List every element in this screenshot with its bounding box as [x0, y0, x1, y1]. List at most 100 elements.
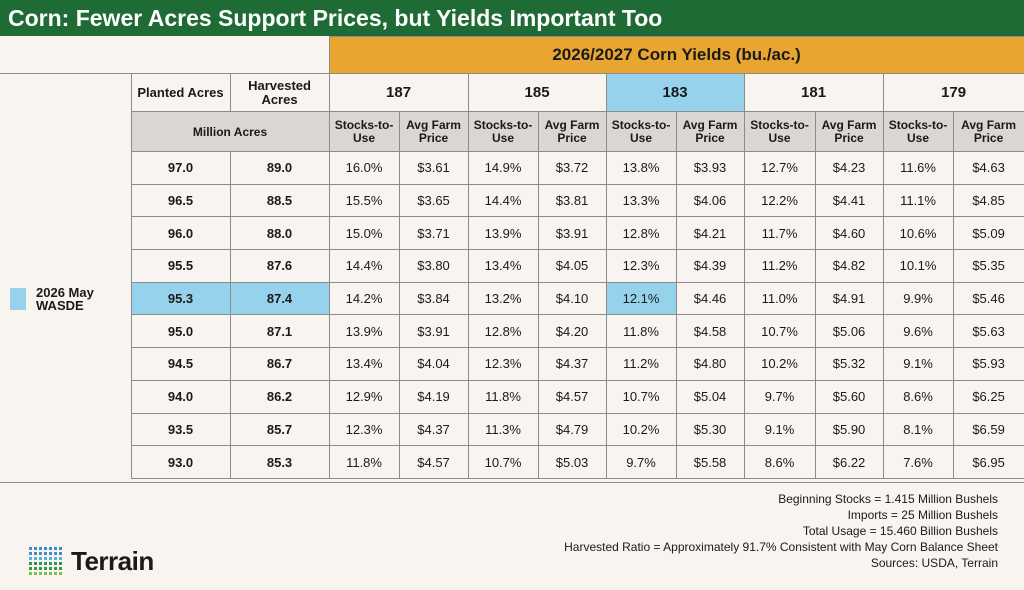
- avg-farm-price-cell: $4.85: [952, 183, 1024, 218]
- avg-farm-price-cell: $3.81: [537, 183, 607, 218]
- row-label: [0, 347, 132, 381]
- logo-dot: [34, 572, 37, 575]
- avg-farm-price-cell: $3.71: [398, 216, 469, 251]
- harvested-acres-cell: 85.3: [229, 445, 330, 479]
- logo-dot: [49, 557, 52, 560]
- avg-farm-price-cell: $4.79: [537, 412, 607, 447]
- harvested-acres-cell: 87.6: [229, 249, 330, 283]
- note-beginning-stocks: Beginning Stocks = 1.415 Million Bushels: [778, 492, 998, 506]
- avg-farm-price-cell: $5.35: [952, 249, 1024, 283]
- logo-dot: [59, 557, 62, 560]
- terrain-logo-icon: [29, 547, 62, 575]
- planted-acres-header: Planted Acres: [130, 73, 231, 112]
- wasde-legend: 2026 May WASDE: [0, 286, 130, 312]
- planted-acres-cell: 94.5: [130, 347, 231, 381]
- logo-dot: [49, 547, 52, 550]
- corner-blank: [0, 36, 330, 74]
- stocks-to-use-cell: 9.1%: [743, 412, 816, 447]
- stocks-to-use-cell: 14.2%: [328, 281, 400, 316]
- logo-dot: [59, 552, 62, 555]
- row-label: [0, 184, 132, 217]
- stocks-to-use-cell: 10.2%: [743, 347, 816, 381]
- logo-dot: [44, 562, 47, 565]
- yield-187: 187: [328, 73, 469, 112]
- logo-text: Terrain: [71, 545, 154, 576]
- avg-farm-price-cell: $5.60: [814, 379, 884, 414]
- avg-farm-price-cell: $5.03: [537, 445, 607, 479]
- stocks-to-use-cell: 8.6%: [882, 379, 954, 414]
- harvested-acres-cell: 88.0: [229, 216, 330, 251]
- logo-dot: [49, 572, 52, 575]
- harvested-acres-cell: 87.1: [229, 314, 330, 349]
- stocks-header: Stocks-to-Use: [605, 111, 677, 152]
- yield-179: 179: [882, 73, 1024, 112]
- table-row: 95.5 87.6 14.4% $3.80 13.4% $4.05 12.3% $4.39 11…: [0, 249, 1024, 283]
- table-row: 2026 May WASDE 95.3 87.4 14.2% $3.84 13.2% $4.…: [0, 281, 1024, 316]
- stocks-to-use-cell: 14.9%: [467, 151, 539, 185]
- wasde-swatch: [10, 287, 26, 310]
- avg-farm-price-cell: $6.95: [952, 445, 1024, 479]
- planted-acres-cell: 93.0: [130, 445, 231, 479]
- table-row: 96.5 88.5 15.5% $3.65 14.4% $3.81 13.3% $4.06 12…: [0, 183, 1024, 218]
- row-label: [0, 445, 132, 479]
- table-row: 93.0 85.3 11.8% $4.57 10.7% $5.03 9.7% $5.58 8.6…: [0, 445, 1024, 479]
- stocks-to-use-cell: 12.8%: [605, 216, 677, 251]
- yield-181: 181: [743, 73, 884, 112]
- stocks-to-use-cell: 12.7%: [743, 151, 816, 185]
- logo-dot: [54, 562, 57, 565]
- stocks-to-use-cell: 15.5%: [328, 183, 400, 218]
- stocks-to-use-cell: 11.7%: [743, 216, 816, 251]
- logo-dot: [44, 567, 47, 570]
- price-header: Avg Farm Price: [398, 111, 469, 152]
- stocks-to-use-cell: 15.0%: [328, 216, 400, 251]
- avg-farm-price-cell: $4.37: [537, 347, 607, 381]
- logo-dot: [29, 572, 32, 575]
- logo-dot: [49, 567, 52, 570]
- corn-yield-table: 2026/2027 Corn Yields (bu./ac.) Planted …: [0, 36, 1024, 479]
- stocks-to-use-cell: 11.6%: [882, 151, 954, 185]
- harvested-acres-cell: 87.4: [229, 281, 330, 316]
- logo-dot: [49, 562, 52, 565]
- avg-farm-price-cell: $4.10: [537, 281, 607, 316]
- avg-farm-price-cell: $4.19: [398, 379, 469, 414]
- planted-acres-cell: 94.0: [130, 379, 231, 414]
- stocks-to-use-cell: 8.1%: [882, 412, 954, 447]
- table-row: 94.5 86.7 13.4% $4.04 12.3% $4.37 11.2% $4.80 10…: [0, 347, 1024, 381]
- stocks-to-use-cell: 10.7%: [743, 314, 816, 349]
- row-label: [0, 314, 132, 348]
- row-label: [0, 380, 132, 413]
- planted-acres-cell: 95.0: [130, 314, 231, 349]
- logo-dot: [59, 572, 62, 575]
- stocks-to-use-cell: 14.4%: [328, 249, 400, 283]
- logo-dot: [59, 547, 62, 550]
- logo-dot: [54, 567, 57, 570]
- logo-dot: [34, 557, 37, 560]
- logo-dot: [44, 547, 47, 550]
- stocks-to-use-cell: 7.6%: [882, 445, 954, 479]
- planted-acres-cell: 96.5: [130, 183, 231, 218]
- stocks-to-use-cell: 13.4%: [467, 249, 539, 283]
- harvested-acres-header: Harvested Acres: [229, 73, 330, 112]
- avg-farm-price-cell: $4.60: [814, 216, 884, 251]
- avg-farm-price-cell: $3.61: [398, 151, 469, 185]
- avg-farm-price-cell: $5.09: [952, 216, 1024, 251]
- stocks-to-use-cell: 11.2%: [605, 347, 677, 381]
- planted-acres-cell: 95.5: [130, 249, 231, 283]
- stocks-to-use-cell: 13.9%: [467, 216, 539, 251]
- logo-dot: [54, 547, 57, 550]
- stocks-to-use-cell: 11.0%: [743, 281, 816, 316]
- logo-dot: [39, 557, 42, 560]
- stocks-to-use-cell: 9.9%: [882, 281, 954, 316]
- stocks-to-use-cell: 11.8%: [328, 445, 400, 479]
- avg-farm-price-cell: $3.72: [537, 151, 607, 185]
- avg-farm-price-cell: $5.58: [675, 445, 745, 479]
- stocks-to-use-cell: 9.6%: [882, 314, 954, 349]
- stocks-to-use-cell: 10.7%: [605, 379, 677, 414]
- stocks-to-use-cell: 14.4%: [467, 183, 539, 218]
- table-body: 97.0 89.0 16.0% $3.61 14.9% $3.72 13.8% $3.93 12…: [0, 151, 1024, 479]
- avg-farm-price-cell: $3.91: [398, 314, 469, 349]
- stocks-to-use-cell: 9.1%: [882, 347, 954, 381]
- avg-farm-price-cell: $5.32: [814, 347, 884, 381]
- avg-farm-price-cell: $4.91: [814, 281, 884, 316]
- avg-farm-price-cell: $4.41: [814, 183, 884, 218]
